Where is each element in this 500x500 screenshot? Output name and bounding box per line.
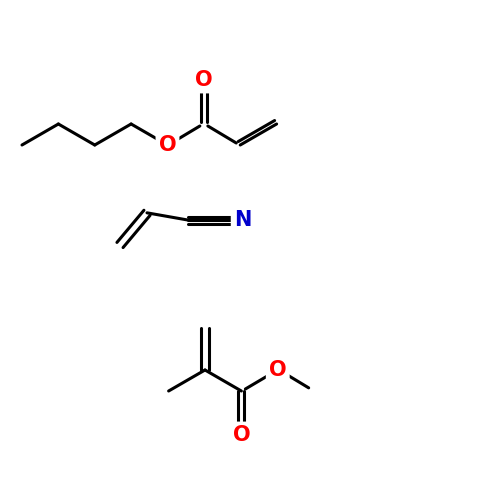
Text: O: O <box>195 70 212 90</box>
Text: O: O <box>158 135 176 155</box>
Text: O: O <box>232 424 250 444</box>
Text: O: O <box>269 360 286 380</box>
Text: N: N <box>234 210 251 230</box>
